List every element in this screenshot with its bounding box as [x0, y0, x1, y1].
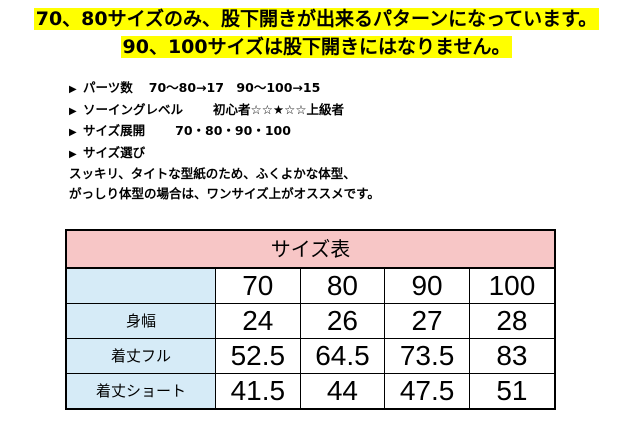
- table-cell: 28: [468, 303, 554, 339]
- table-cell: 26: [299, 303, 386, 339]
- column-header-100: 100: [468, 269, 554, 304]
- spec-size-range: ▶ サイズ展開 70・80・90・100: [69, 121, 609, 143]
- headline-line-1: 70、80サイズのみ、股下開きが出来るパターンになっています。: [0, 8, 633, 30]
- headline-line-2-text: 90、100サイズは股下開きにはなりません。: [120, 36, 513, 58]
- table-cell: 41.5: [215, 373, 301, 408]
- spec-list: ▶ パーツ数 70～80→17 90～100→15 ▶ ソーイングレベル 初心者☆☆★☆…: [69, 78, 609, 203]
- spec-parts-value: 70～80→17 90～100→15: [148, 80, 321, 95]
- spec-size-choice: ▶ サイズ選び: [69, 143, 609, 165]
- table-cell: 73.5: [384, 338, 470, 374]
- table-header-row: 70 80 90 100: [67, 269, 554, 304]
- column-header-80: 80: [299, 269, 386, 304]
- table-corner-cell: [67, 269, 216, 304]
- size-note-line-2: がっしり体型の場合は、ワンサイズ上がオススメです。: [69, 185, 380, 201]
- column-header-90: 90: [384, 269, 470, 304]
- table-cell: 64.5: [299, 338, 386, 374]
- spec-parts-label: パーツ数: [83, 80, 133, 95]
- row-label-length-full: 着丈フル: [67, 338, 216, 374]
- table-row: 着丈ショート 41.5 44 47.5 51: [67, 373, 554, 408]
- spec-parts: ▶ パーツ数 70～80→17 90～100→15: [69, 78, 609, 100]
- spec-choose-label: サイズ選び: [83, 144, 146, 160]
- triangle-bullet-icon: ▶: [69, 148, 77, 160]
- column-header-70: 70: [215, 269, 301, 304]
- row-label-length-short: 着丈ショート: [67, 373, 216, 408]
- spec-sewing-level: ▶ ソーイングレベル 初心者☆☆★☆☆上級者: [69, 100, 609, 122]
- table-row: 身幅 24 26 27 28: [67, 303, 554, 339]
- triangle-bullet-icon: ▶: [69, 127, 77, 138]
- spec-level-value: 初心者☆☆★☆☆上級者: [213, 101, 345, 117]
- headline-line-1-text: 70、80サイズのみ、股下開きが出来るパターンになっています。: [33, 8, 600, 30]
- size-table: サイズ表 70 80 90 100 身幅 24 26 27 28 着丈フル 52…: [65, 229, 556, 410]
- table-cell: 83: [468, 338, 554, 374]
- table-cell: 51: [468, 373, 554, 408]
- spec-sizes-label: サイズ展開: [83, 123, 146, 138]
- table-cell: 24: [215, 303, 301, 339]
- size-table-title: サイズ表: [67, 231, 554, 269]
- table-cell: 27: [384, 303, 470, 339]
- table-cell: 52.5: [215, 338, 301, 374]
- table-cell: 44: [299, 373, 386, 408]
- row-label-body-width: 身幅: [67, 303, 216, 339]
- triangle-bullet-icon: ▶: [69, 84, 77, 95]
- spec-level-label: ソーイングレベル: [83, 101, 184, 117]
- triangle-bullet-icon: ▶: [69, 105, 77, 117]
- headline-line-2: 90、100サイズは股下開きにはなりません。: [0, 36, 633, 58]
- spec-sizes-value: 70・80・90・100: [175, 123, 291, 138]
- table-cell: 47.5: [384, 373, 470, 408]
- table-row: 着丈フル 52.5 64.5 73.5 83: [67, 338, 554, 374]
- size-table-grid: 70 80 90 100 身幅 24 26 27 28 着丈フル 52.5 64…: [67, 269, 554, 408]
- size-note-line-1: スッキリ、タイトな型紙のため、ふくよかな体型、: [69, 166, 356, 181]
